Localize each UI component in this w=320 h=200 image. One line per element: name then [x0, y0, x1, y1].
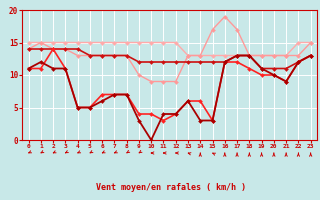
- Text: Vent moyen/en rafales ( km/h ): Vent moyen/en rafales ( km/h ): [96, 183, 246, 192]
